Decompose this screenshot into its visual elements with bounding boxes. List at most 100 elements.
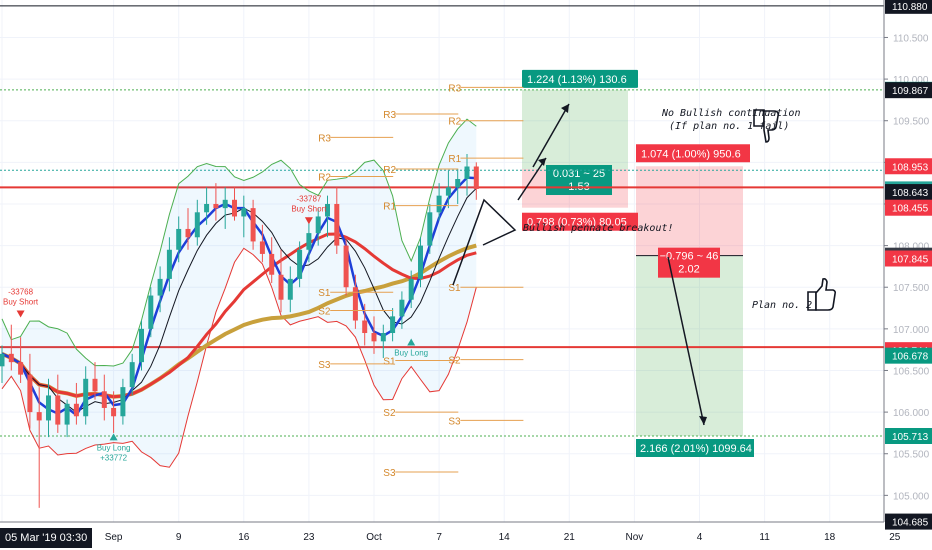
annotation-text: No Bullish continuation [661, 108, 800, 119]
price-axis: 110.500110.000109.500109.000108.500108.0… [883, 0, 932, 550]
candle-body [278, 274, 284, 300]
candle-body [418, 245, 423, 279]
price-label: 105.713 [892, 432, 929, 443]
signal-label: Buy Long [97, 443, 131, 452]
short-stop-label-bg [636, 144, 750, 163]
candle-body [18, 362, 24, 375]
bull-arrow-2-head [561, 104, 569, 113]
bull-arrow-1-head [538, 158, 546, 166]
candle-body [408, 278, 414, 300]
pivot-label: R3 [448, 83, 461, 94]
pivot-label: S3 [318, 360, 331, 371]
time-tick-label: 4 [697, 532, 703, 543]
candle-body [0, 353, 5, 367]
signal-value: +33772 [100, 453, 127, 462]
signal-value: -33787 [296, 194, 321, 203]
candle-body [362, 320, 368, 334]
bear-arrow [667, 256, 705, 426]
time-tick-label: Sep [105, 532, 123, 543]
short-entry-label: −0.796 ~ 46 [660, 251, 719, 263]
candle-body [445, 187, 451, 196]
short-entry-label-bg [658, 247, 720, 278]
long-entry-label: 0.031 ~ 25 [553, 168, 605, 180]
pivot-label: R2 [448, 117, 461, 128]
price-label-bg [885, 513, 932, 530]
candle-body [55, 395, 61, 425]
candle-body [380, 333, 386, 342]
candle-body [157, 278, 163, 296]
candle-body [297, 249, 303, 279]
pivot-label: S3 [383, 468, 396, 479]
price-label-bg [885, 184, 932, 201]
candle-body [8, 353, 14, 363]
price-tick-label: 110.500 [893, 33, 929, 44]
short-entry-label-2: 2.02 [678, 264, 699, 276]
bollinger-fill [2, 119, 477, 468]
pivot-label: S3 [448, 416, 461, 427]
price-tick-label: 108.000 [893, 242, 930, 253]
pennant-drawing [452, 198, 517, 286]
candle-body [36, 412, 42, 421]
candle-body [306, 233, 312, 250]
candle-body [399, 299, 405, 317]
candle-body [259, 241, 265, 254]
candle-body [352, 287, 358, 321]
annotation-text: Plan no. 2 [752, 300, 812, 311]
signal-arrow-down [304, 217, 313, 225]
price-label-bg [885, 347, 932, 364]
thumbs-up-icon [807, 278, 837, 311]
pivot-label: R3 [383, 110, 396, 121]
date-badge: 05 Mar '19 03:30 [0, 528, 93, 548]
short-stop-zone [636, 166, 743, 256]
price-label: 108.455 [892, 204, 929, 215]
moving-averages [1, 176, 477, 417]
price-tick-label: 110.000 [893, 75, 929, 86]
candle-body [222, 199, 228, 209]
candle-body [111, 407, 117, 417]
time-tick-label: 11 [759, 532, 770, 543]
candlesticks [0, 154, 479, 508]
candle-body [343, 245, 349, 288]
signal-label: Buy Short [3, 298, 39, 307]
time-tick-label: 14 [499, 532, 511, 543]
candle-body [436, 195, 442, 213]
signal-value: -33768 [8, 288, 33, 297]
annotation-text: (If plan no. 1 fail) [669, 121, 789, 132]
candle-body [101, 391, 107, 408]
long-target-label-bg [522, 69, 638, 88]
long-stop-label-bg [522, 212, 638, 231]
position-zones: 1.224 (1.13%) 130.60.031 ~ 251.530.798 (… [522, 69, 754, 457]
pivot-label: R2 [318, 172, 331, 183]
time-axis-bg [0, 522, 884, 550]
price-label: 109.867 [892, 86, 929, 97]
candle-body [241, 208, 247, 217]
price-label-bg [885, 427, 932, 444]
price-tick-label: 106.500 [893, 366, 930, 377]
candle-body [250, 208, 256, 242]
short-target-label-bg [636, 438, 754, 457]
candle-body [194, 212, 200, 238]
candle-body [334, 203, 340, 246]
short-stop-label: 1.074 (1.00%) 950.6 [641, 148, 741, 160]
price-tick-label: 107.000 [893, 325, 930, 336]
price-tick-label: 105.000 [893, 491, 930, 502]
candle-body [27, 374, 33, 413]
pivot-label: R3 [318, 133, 331, 144]
short-target-zone [636, 255, 743, 436]
candle-body [464, 166, 470, 179]
long-target-label: 1.224 (1.13%) 130.6 [527, 74, 627, 86]
pivot-label: S2 [318, 307, 331, 318]
candle-body [185, 228, 191, 238]
candle-body [64, 403, 70, 425]
time-tick-label: Nov [626, 532, 644, 543]
candle-body [213, 203, 219, 209]
pivot-label: S1 [318, 288, 331, 299]
candle-body [92, 378, 98, 392]
price-label-bg [885, 0, 932, 14]
annotations: No Bullish continuation (If plan no. 1 fa… [523, 108, 837, 311]
price-tick-label: 109.500 [893, 117, 930, 128]
ma-fast [1, 176, 477, 417]
bull-arrow-1 [517, 157, 547, 201]
candle-body [148, 295, 154, 329]
